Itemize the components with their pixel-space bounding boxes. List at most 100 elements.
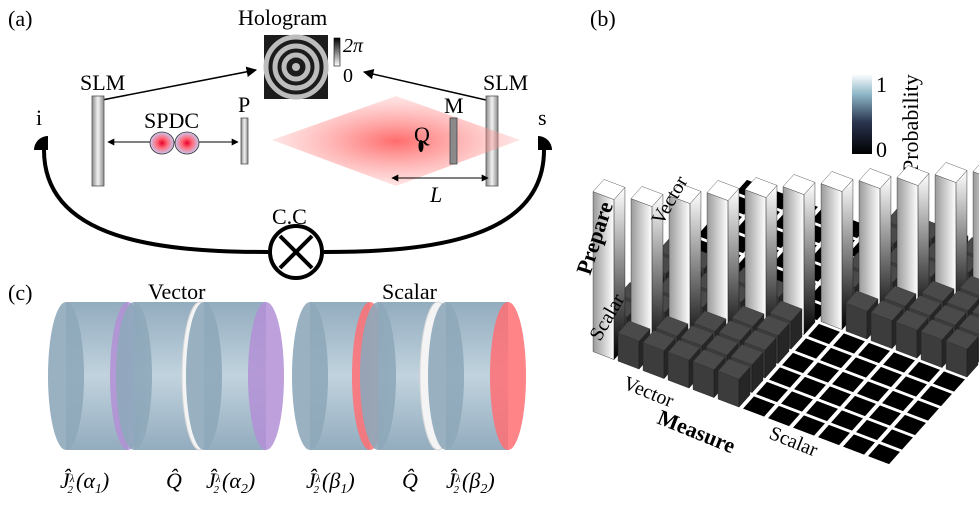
diagonal-bar [782,174,816,336]
slm-right-arrow [362,68,487,101]
coincidence-counter-icon [268,224,324,280]
empty-cell [795,338,827,359]
colorbar-title: Probability [898,74,923,172]
polarizer-label: P [238,92,250,117]
object-symbol: Q [414,122,430,147]
diagonal-bar [820,171,854,331]
diagonal-bar [858,168,892,326]
diagonal-bar [706,180,740,346]
slm-left-label: SLM [80,70,125,95]
empty-cell [894,414,926,436]
cube-bar [945,328,979,378]
object-stem-icon [418,140,424,152]
empty-cell [820,347,852,369]
empty-cell [895,376,927,397]
colorbar-max: 1 [876,72,887,97]
empty-cell [756,381,788,403]
laser-beam [272,96,520,186]
slm-left [91,95,105,187]
panel-a-tag: (a) [8,6,32,31]
colorbar-min: 0 [876,137,887,162]
diagonal-bar [896,165,930,321]
empty-cell [908,361,940,383]
bar3d-plot [592,162,979,465]
cube-bar [717,358,751,408]
mirror-label: M [444,93,464,118]
empty-cell [808,323,840,345]
panel-a: (a) Hologram 2π 0 SLM SLM SPDC P Q [8,5,552,280]
empty-cell [933,371,965,392]
coincidence-wire-left [42,149,269,254]
panel-b: (b) 1 0 Probability Prepare Vector Scala… [571,6,979,465]
empty-cell [768,405,800,427]
diagonal-bar [668,183,702,351]
cube-bar [692,349,726,399]
empty-cell [868,443,900,465]
scalar-title: Scalar [382,279,438,304]
diagonal-bar [972,164,979,305]
idler-label: i [36,105,42,130]
colorbar [852,74,872,154]
empty-cell [882,390,914,412]
empty-cell [832,371,864,393]
empty-cell [831,410,863,431]
cube-bar [642,330,676,380]
phase-scale-bottom: 0 [343,65,353,87]
empty-cell [870,366,902,388]
vector-title: Vector [148,279,206,304]
empty-cell [807,362,839,383]
slm-left-arrow [101,66,258,101]
half-wave-plate [428,302,526,450]
spdc-photon-icon [174,131,200,155]
empty-cell [844,395,876,417]
polarizer [240,117,249,165]
empty-cell [881,429,913,450]
waveplate-labels: Ĵλ 2 (α1) Q̂ Ĵλ 2 (α2) Ĵλ 2 (β1) Q̂ Ĵλ 2 (β2) [60,468,495,497]
q-operator-label: Q̂ [166,468,182,493]
empty-cell [818,424,850,446]
signal-detector-icon [538,136,552,150]
diagonal-bar [744,177,778,341]
measure-label: Measure [654,404,739,458]
empty-cell [856,419,888,441]
empty-cell [858,342,890,364]
empty-cell [869,405,901,426]
empty-cell [793,415,825,436]
half-wave-plate [186,302,284,450]
waveplate-stack [48,301,526,451]
panel-c-tag: (c) [8,280,32,305]
j-operator-label: Ĵλ 2 (α2) [206,468,255,497]
hologram-label: Hologram [238,5,327,30]
empty-cell [833,333,865,354]
spdc-label: SPDC [144,108,199,133]
diagonal-bar [630,186,664,356]
empty-cell [806,400,838,422]
empty-cell [743,396,775,417]
j-operator-label: Ĵλ 2 (α1) [60,468,109,497]
empty-cell [883,352,915,373]
empty-cell [794,376,826,398]
length-label: L [429,182,442,207]
mirror [449,117,458,165]
empty-cell [920,385,952,407]
empty-cell [907,400,939,421]
empty-cell [769,367,801,388]
diagonal-bar [592,179,626,361]
empty-cell [857,381,889,402]
empty-cell [845,357,877,378]
q-operator-label: Q̂ [402,468,418,493]
empty-cell [819,386,851,407]
panel-b-tag: (b) [590,6,616,31]
panel-c: (c) Vector Scalar Ĵλ 2 (α1) Q̂ Ĵλ 2 (α2) Ĵλ 2 (β1… [8,279,526,497]
j-operator-label: Ĵλ 2 (β2) [446,468,495,497]
phase-scale-top: 2π [343,35,364,57]
spdc-photon-icon [149,131,175,155]
empty-cell [781,391,813,412]
empty-cell [843,434,875,455]
signal-label: s [538,105,547,130]
coincidence-wire-right [323,149,546,254]
phase-scale-bar [333,37,341,67]
empty-cell [782,352,814,374]
idler-detector-icon [34,136,48,150]
